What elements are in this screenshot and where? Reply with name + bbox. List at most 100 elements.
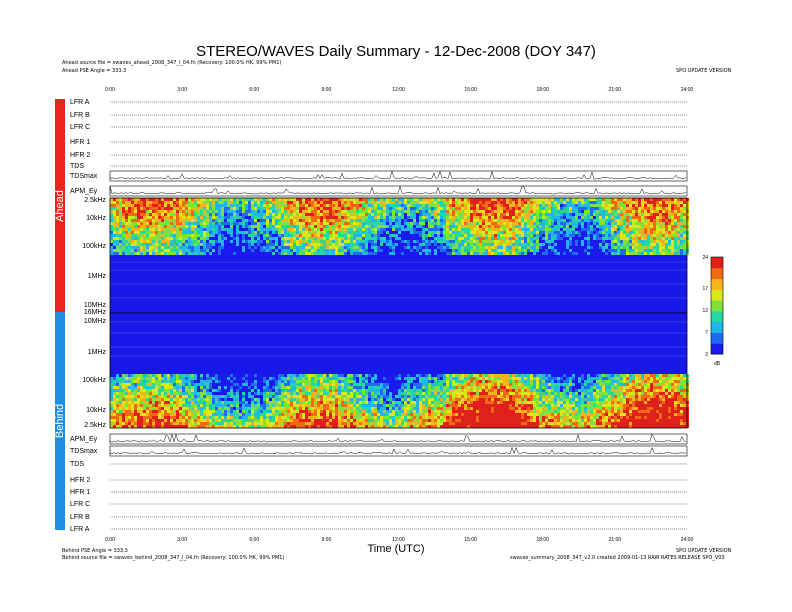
spectrogram-cell: [359, 213, 362, 216]
spectrogram-cell: [422, 216, 425, 219]
spectrogram-cell: [362, 225, 365, 228]
spectrogram-cell: [215, 407, 218, 410]
spectrogram-cell: [149, 246, 152, 249]
spectrogram-cell: [362, 246, 365, 249]
spectrogram-cell: [467, 225, 470, 228]
spectrogram-cell: [158, 401, 161, 404]
spectrogram-cell: [122, 386, 125, 389]
spectrogram-cell: [206, 234, 209, 237]
spectrogram-cell: [290, 216, 293, 219]
spectrogram-cell: [476, 201, 479, 204]
spectrogram-cell: [506, 234, 509, 237]
spectrogram-cell: [359, 228, 362, 231]
spectrogram-cell: [428, 240, 431, 243]
spectrogram-cell: [386, 401, 389, 404]
spectrogram-cell: [443, 243, 446, 246]
spectrogram-cell: [401, 392, 404, 395]
spectrogram-cell: [299, 404, 302, 407]
spectrogram-cell: [410, 249, 413, 252]
spectrogram-cell: [185, 240, 188, 243]
spectrogram-cell: [164, 207, 167, 210]
spectrogram-cell: [248, 392, 251, 395]
spectrogram-cell: [329, 210, 332, 213]
spectrogram-cell: [143, 377, 146, 380]
spectrogram-cell: [380, 386, 383, 389]
spectrogram-cell: [236, 383, 239, 386]
spectrogram-cell: [320, 413, 323, 416]
spectrogram-cell: [497, 419, 500, 422]
spectrogram-cell: [347, 240, 350, 243]
spectrogram-cell: [275, 419, 278, 422]
spectrogram-cell: [344, 380, 347, 383]
spectrogram-cell: [245, 392, 248, 395]
spectrogram-cell: [407, 422, 410, 425]
spectrogram-cell: [377, 419, 380, 422]
spectrogram-cell: [143, 404, 146, 407]
spectrogram-cell: [176, 413, 179, 416]
spectrogram-cell: [482, 425, 485, 428]
spectrogram-cell: [458, 389, 461, 392]
spectrogram-cell: [110, 410, 113, 413]
spectrogram-cell: [449, 383, 452, 386]
spectrogram-cell: [341, 216, 344, 219]
spectrogram-cell: [350, 416, 353, 419]
spectrogram-cell: [311, 219, 314, 222]
spectrogram-cell: [125, 416, 128, 419]
spectrogram-cell: [149, 374, 152, 377]
spectrogram-cell: [425, 422, 428, 425]
spectrogram-cell: [197, 204, 200, 207]
spectrogram-cell: [428, 246, 431, 249]
spectrogram-cell: [209, 404, 212, 407]
spectrogram-cell: [482, 407, 485, 410]
spectrogram-cell: [257, 201, 260, 204]
spectrogram-cell: [164, 252, 167, 255]
spectrogram-cell: [407, 204, 410, 207]
spectrogram-cell: [335, 410, 338, 413]
spectrogram-cell: [305, 413, 308, 416]
spectrogram-cell: [380, 416, 383, 419]
spectrogram-cell: [314, 392, 317, 395]
spectrogram-cell: [365, 413, 368, 416]
spectrogram-cell: [389, 380, 392, 383]
spectrogram-cell: [176, 410, 179, 413]
spectrogram-cell: [413, 401, 416, 404]
spectrogram-cell: [464, 228, 467, 231]
spectrogram-cell: [185, 246, 188, 249]
spectrogram-cell: [449, 219, 452, 222]
spectrogram-cell: [446, 234, 449, 237]
spectrogram-cell: [356, 222, 359, 225]
spectrogram-cell: [203, 234, 206, 237]
spectrogram-cell: [224, 246, 227, 249]
spectrogram-cell: [338, 386, 341, 389]
spectrogram-cell: [215, 240, 218, 243]
spectrogram-cell: [356, 425, 359, 428]
spectrogram-cell: [290, 398, 293, 401]
spectrogram-cell: [293, 216, 296, 219]
spectrogram-cell: [296, 395, 299, 398]
spectrogram-cell: [386, 380, 389, 383]
spectrogram-cell: [257, 231, 260, 234]
spectrogram-cell: [164, 374, 167, 377]
spectrogram-cell: [257, 404, 260, 407]
spectrogram-cell: [305, 416, 308, 419]
spectrogram-cell: [341, 207, 344, 210]
spectrogram-cell: [470, 243, 473, 246]
spectrogram-cell: [413, 422, 416, 425]
spectrogram-cell: [272, 222, 275, 225]
spectrogram-cell: [248, 419, 251, 422]
spectrogram-cell: [401, 398, 404, 401]
spectrogram-cell: [227, 422, 230, 425]
spectrogram-cell: [398, 404, 401, 407]
spectrogram-cell: [239, 216, 242, 219]
spectrogram-cell: [332, 380, 335, 383]
spectrogram-cell: [323, 210, 326, 213]
spectrogram-cell: [287, 219, 290, 222]
spectrogram-cell: [218, 413, 221, 416]
spectrogram-cell: [224, 422, 227, 425]
spectrogram-cell: [122, 201, 125, 204]
spectrogram-cell: [158, 410, 161, 413]
spectrogram-cell: [422, 243, 425, 246]
spectrogram-cell: [164, 237, 167, 240]
spectrogram-cell: [254, 228, 257, 231]
spectrogram-cell: [203, 395, 206, 398]
